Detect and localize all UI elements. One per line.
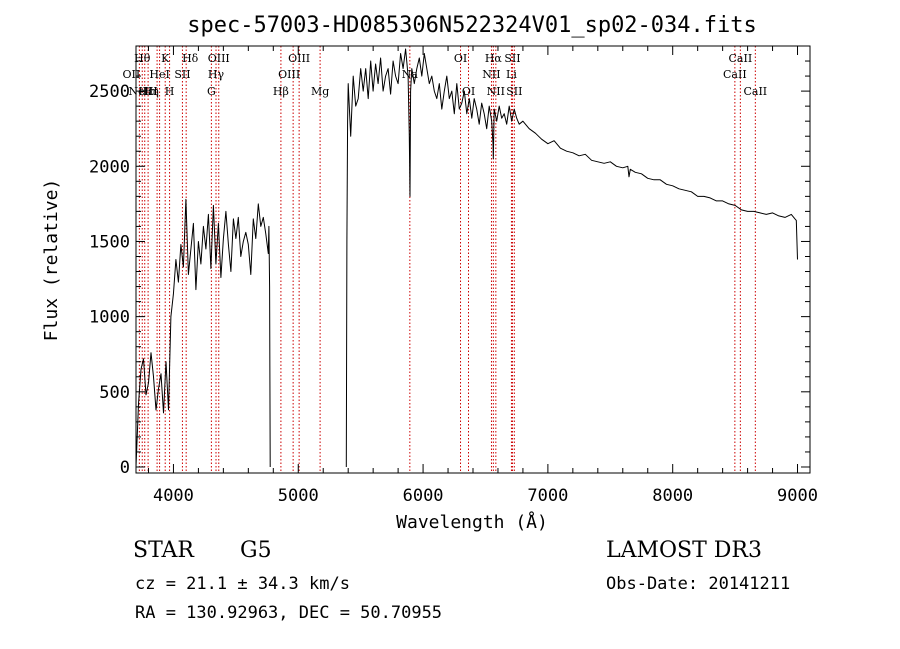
x-tick-label: 6000 — [403, 486, 444, 506]
ra-dec-coordinates: RA = 130.92963, DEC = 50.70955 — [135, 603, 443, 623]
spectral-line-label: OIII — [208, 52, 230, 65]
spectral-line-label: OIII — [278, 68, 300, 81]
spectrum-segment-1 — [345, 48, 798, 468]
y-tick-label: 1500 — [89, 232, 130, 252]
spectral-line-label: Li — [506, 68, 517, 81]
spectrum-series — [135, 48, 798, 468]
y-axis-label: Flux (relative) — [41, 179, 62, 342]
spectral-line-label: NII — [482, 68, 500, 81]
spectral-line-label: SII — [174, 68, 190, 81]
spectral-line-label: OII — [123, 68, 141, 81]
spectral-line-label: Hβ — [273, 85, 289, 98]
spectral-line-label: CaII — [723, 68, 747, 81]
object-subclass-label: G5 — [240, 538, 272, 563]
spectral-line-label: G — [207, 85, 216, 98]
spectral-line-label: Hγ — [208, 68, 225, 81]
spectral-line-label: SII — [504, 52, 520, 65]
spectral-line-label: Hη — [143, 85, 159, 98]
x-tick-label: 9000 — [777, 486, 818, 506]
spectral-line-label: NII — [487, 85, 505, 98]
y-tick-label: 1000 — [89, 308, 130, 328]
spectral-line-label: OI — [462, 85, 475, 98]
plot-axes — [135, 45, 811, 474]
spectral-line-label: H — [165, 85, 175, 98]
spectral-line-label: Hθ — [134, 52, 151, 65]
spectral-line-label: SII — [506, 85, 522, 98]
observation-date: Obs-Date: 20141211 — [606, 574, 791, 594]
object-class-label: STAR — [133, 538, 194, 563]
spectral-line-label: OIII — [288, 52, 310, 65]
x-axis-label: Wavelength (Å) — [396, 511, 548, 533]
redshift-velocity: cz = 21.1 ± 34.3 km/s — [135, 574, 350, 594]
x-tick-label: 4000 — [153, 486, 194, 506]
spectral-line-label: CaII — [743, 85, 767, 98]
tick-labels: 4000 5000 6000 7000 8000 9000 0 500 1000 1500 2000… — [89, 82, 818, 506]
spectral-line-label: NeIII — [129, 85, 158, 98]
spectral-line-label: Hα — [485, 52, 503, 65]
chart-title: spec-57003-HD085306N522324V01_sp02-034.f… — [187, 13, 757, 38]
y-tick-label: 2000 — [89, 157, 130, 177]
y-tick-label: 2500 — [89, 82, 130, 102]
spectral-line-label: Hδ — [182, 52, 199, 65]
spectral-line-label: CaII — [729, 52, 753, 65]
spectrum-segment-0 — [135, 198, 271, 468]
spectral-line-label: Mg — [311, 85, 329, 98]
x-tick-label: 7000 — [527, 486, 568, 506]
survey-label: LAMOST DR3 — [606, 538, 762, 563]
spectral-line-label: Na — [402, 68, 419, 81]
spectral-line-label: Hε — [138, 85, 154, 98]
y-tick-label: 0 — [120, 458, 130, 478]
y-tick-label: 500 — [99, 383, 130, 403]
spectral-line-label: OI — [454, 52, 467, 65]
x-tick-label: 8000 — [652, 486, 693, 506]
x-tick-label: 5000 — [278, 486, 319, 506]
spectral-line-label: K — [161, 52, 170, 65]
spectral-line-label: HeI — [149, 68, 169, 81]
